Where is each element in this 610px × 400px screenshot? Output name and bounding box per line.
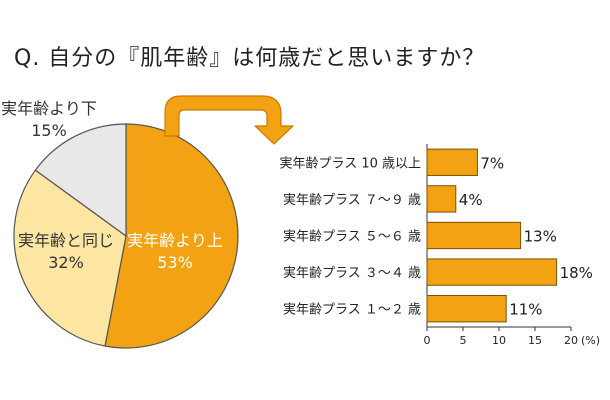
pie-label-above: 実年齢より上 53% [115, 230, 235, 274]
bar-value-label-4: 11% [509, 301, 542, 319]
bar-x-tick-label-4: 20 [564, 334, 578, 347]
pie-label-above-value: 53% [157, 253, 193, 272]
bar-category-label-4: 実年齢プラス １～２ 歳 [283, 302, 421, 318]
bar-x-tick-label-2: 10 [492, 334, 506, 347]
bar-value-label-3: 18% [560, 264, 593, 282]
pie-label-same: 実年齢と同じ 32% [6, 230, 126, 274]
bar-category-label-0: 実年齢プラス 10 歳以上 [279, 155, 421, 171]
bar-2 [426, 221, 522, 250]
bar-value-label-1: 4% [459, 191, 483, 209]
question-title: Q. 自分の『肌年齢』は何歳だと思いますか？ [14, 46, 486, 71]
bar-category-label-2: 実年齢プラス ５～６ 歳 [283, 229, 421, 245]
bar-x-tick-label-1: 5 [460, 334, 467, 347]
bar-0 [426, 148, 478, 176]
pie-slice-below [34, 123, 127, 238]
bar-3 [426, 258, 558, 286]
bar-x-tick-label-0: 0 [424, 334, 431, 347]
pie-label-same-text: 実年齢と同じ [17, 231, 114, 250]
bar-category-label-3: 実年齢プラス ３～４ 歳 [283, 265, 421, 281]
bar-x-tick-label-3: 15 [528, 334, 542, 347]
bar-value-label-0: 7% [480, 154, 504, 172]
pie-label-same-value: 32% [48, 253, 84, 272]
bar-value-label-2: 13% [524, 228, 557, 246]
pie-label-below: 実年齢より下 15% [0, 98, 109, 142]
bar-category-label-1: 実年齢プラス ７～９ 歳 [283, 192, 421, 208]
bar-4 [426, 295, 507, 323]
curved-arrow-icon [164, 95, 294, 145]
pie-slice-same [13, 169, 127, 347]
bar-x-unit-label: (%) [581, 334, 600, 347]
pie-label-below-value: 15% [31, 121, 67, 140]
pie-label-above-text: 実年齢より上 [127, 231, 223, 250]
bar-1 [426, 185, 457, 213]
bar-chart: 7% 実年齢プラス 10 歳以上 4% 実年齢プラス ７～９ 歳 13% 実年齢プラス ５… [279, 144, 600, 347]
pie-label-below-text: 実年齢より下 [1, 99, 97, 118]
pie-chart [13, 123, 239, 349]
